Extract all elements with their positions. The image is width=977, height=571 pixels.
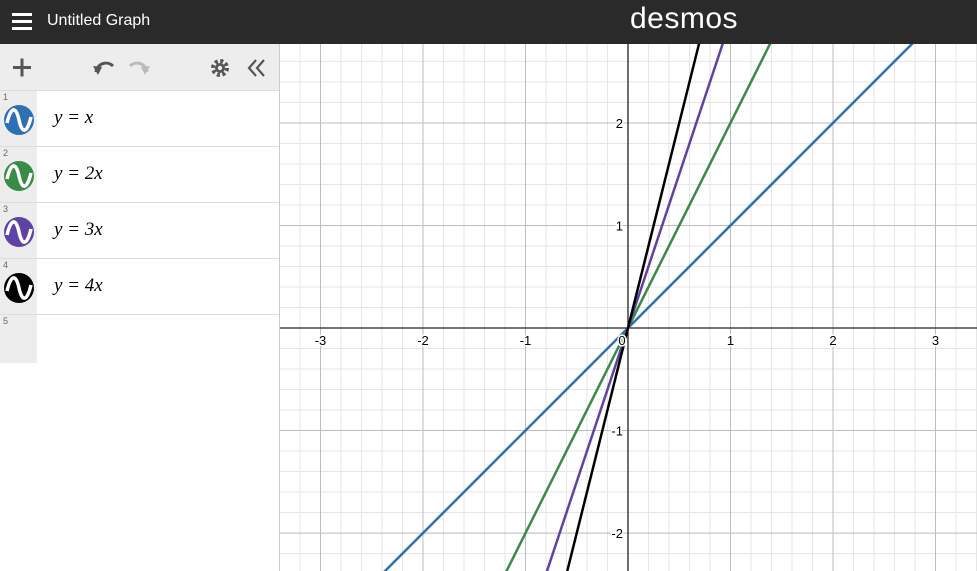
expression-row[interactable]: 2 y = 2x [0, 147, 279, 203]
y-tick-label: -1 [611, 424, 623, 439]
y-tick-label: 2 [616, 116, 623, 131]
x-tick-label: -3 [315, 333, 327, 348]
toolbar-icons [13, 58, 265, 77]
x-tick-label: 0 [618, 333, 625, 348]
expression-text[interactable]: y = 4x [54, 275, 103, 296]
color-icon[interactable] [3, 272, 35, 304]
color-icon[interactable] [3, 216, 35, 248]
graph-paper: -3 -2 -1 0 1 2 3 -2 -1 1 2 [280, 44, 977, 571]
icon-wave [5, 220, 33, 244]
y-tick-label: -2 [611, 526, 623, 541]
row-index: 2 [3, 148, 9, 158]
expression-row[interactable]: 5 [0, 315, 279, 363]
row-gutter [0, 315, 37, 363]
settings-button[interactable] [211, 59, 229, 77]
toolbar [0, 44, 279, 91]
color-icon[interactable] [3, 160, 35, 192]
menu-button[interactable] [12, 13, 34, 31]
icon-wave [5, 276, 33, 300]
expression-text[interactable]: y = 2x [54, 163, 103, 184]
graph-line [565, 44, 701, 571]
collapse-button[interactable] [247, 59, 265, 77]
row-index: 1 [3, 92, 9, 102]
expression-row[interactable]: 1 y = x [0, 91, 279, 147]
expression-list: 1 y = x 2 y = 2x 3 y = 3x 4 y = 4x 5 [0, 91, 279, 363]
row-index: 3 [3, 204, 9, 214]
logo: desmos [630, 2, 739, 35]
icon-wave [5, 108, 33, 132]
x-tick-label: -2 [417, 333, 429, 348]
graph-title[interactable]: Untitled Graph [47, 12, 151, 29]
row-index: 5 [3, 316, 9, 326]
icon-wave [5, 164, 33, 188]
expression-panel: 1 y = x 2 y = 2x 3 y = 3x 4 y = 4x 5 [0, 44, 280, 571]
expression-row[interactable]: 4 y = 4x [0, 259, 279, 315]
expression-row[interactable]: 3 y = 3x [0, 203, 279, 259]
x-tick-label: 1 [727, 333, 734, 348]
row-index: 4 [3, 260, 9, 270]
add-button[interactable] [13, 58, 31, 77]
y-tick-label: 1 [616, 218, 623, 233]
header: Untitled Graph desmos [0, 0, 977, 44]
x-tick-label: 3 [932, 333, 939, 348]
expression-text[interactable]: y = x [54, 107, 94, 128]
x-tick-label: 2 [829, 333, 836, 348]
x-tick-label: -1 [520, 333, 532, 348]
color-icon[interactable] [3, 104, 35, 136]
expression-text[interactable]: y = 3x [54, 219, 103, 240]
